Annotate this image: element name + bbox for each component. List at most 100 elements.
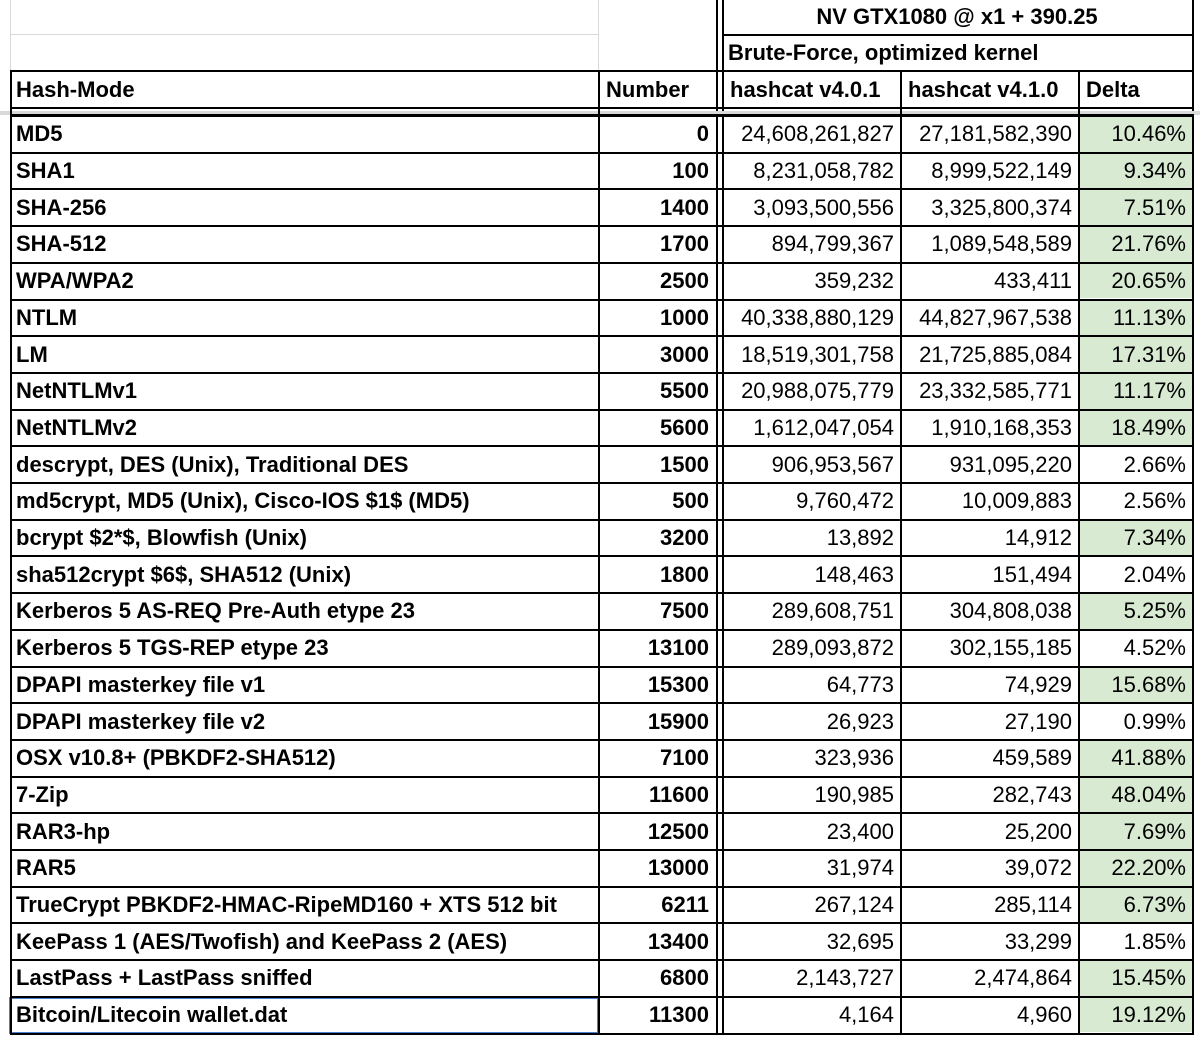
v410-cell[interactable]: 39,072	[1004, 855, 1072, 881]
name-cell[interactable]: DPAPI masterkey file v1	[16, 671, 266, 697]
v410-cell[interactable]: 23,332,585,771	[919, 378, 1072, 404]
number-cell[interactable]: 15300	[647, 671, 709, 697]
v401-cell[interactable]: 289,608,751	[771, 598, 894, 624]
name-cell[interactable]: NetNTLMv2	[16, 414, 138, 440]
number-cell[interactable]: 11600	[649, 781, 709, 807]
v401-cell[interactable]: 3,093,500,556	[753, 194, 894, 220]
number-cell[interactable]: 6211	[661, 892, 709, 918]
mode-header[interactable]: Brute-Force, optimized kernel	[728, 40, 1039, 65]
number-cell[interactable]: 100	[672, 158, 709, 184]
delta-cell[interactable]: 17.31%	[1080, 337, 1192, 372]
number-cell[interactable]: 11300	[649, 1002, 709, 1028]
delta-cell[interactable]: 0.99%	[1123, 708, 1186, 734]
v401-cell[interactable]: 26,923	[826, 708, 894, 734]
name-cell[interactable]: SHA1	[16, 158, 75, 184]
delta-cell[interactable]: 1.85%	[1123, 928, 1186, 954]
v410-cell[interactable]: 151,494	[992, 561, 1072, 587]
v410-cell[interactable]: 1,910,168,353	[931, 414, 1072, 440]
v410-cell[interactable]: 3,325,800,374	[931, 194, 1072, 220]
name-cell[interactable]: SHA-512	[16, 231, 107, 257]
number-cell[interactable]: 1000	[660, 304, 709, 330]
v401-cell[interactable]: 9,760,472	[796, 488, 894, 514]
v410-header[interactable]: hashcat v4.1.0	[908, 77, 1059, 102]
delta-cell[interactable]: 48.04%	[1080, 777, 1192, 813]
number-cell[interactable]: 2500	[660, 268, 709, 294]
number-cell[interactable]: 1500	[660, 451, 709, 477]
number-cell[interactable]: 6800	[660, 965, 709, 991]
v410-cell[interactable]: 2,474,864	[974, 965, 1072, 991]
v401-cell[interactable]: 267,124	[814, 892, 894, 918]
name-cell[interactable]: NetNTLMv1	[16, 378, 138, 404]
v401-cell[interactable]: 323,936	[814, 745, 894, 771]
v401-cell[interactable]: 32,695	[826, 928, 894, 954]
number-cell[interactable]: 1400	[660, 194, 709, 220]
delta-cell[interactable]: 15.45%	[1080, 961, 1192, 996]
v410-cell[interactable]: 8,999,522,149	[931, 158, 1072, 184]
name-cell[interactable]: Kerberos 5 TGS-REP etype 23	[16, 635, 329, 661]
delta-cell[interactable]: 4.52%	[1123, 635, 1186, 661]
v410-cell[interactable]: 25,200	[1004, 818, 1072, 844]
delta-cell[interactable]: 20.65%	[1080, 263, 1192, 299]
delta-cell[interactable]: 5.25%	[1080, 594, 1192, 629]
v401-cell[interactable]: 906,953,567	[771, 451, 894, 477]
delta-cell[interactable]: 7.34%	[1080, 520, 1192, 556]
v410-cell[interactable]: 433,411	[994, 268, 1072, 294]
v410-cell[interactable]: 44,827,967,538	[919, 304, 1072, 330]
number-cell[interactable]: 13100	[647, 635, 709, 661]
name-cell[interactable]: RAR3-hp	[16, 818, 111, 844]
delta-cell[interactable]: 6.73%	[1080, 887, 1192, 923]
name-cell[interactable]: NTLM	[16, 304, 78, 330]
number-cell[interactable]: 13000	[647, 855, 709, 881]
name-cell[interactable]: LM	[16, 341, 48, 367]
v410-cell[interactable]: 27,181,582,390	[919, 121, 1072, 147]
v410-cell[interactable]: 14,912	[1004, 525, 1072, 551]
delta-cell[interactable]: 15.68%	[1080, 667, 1192, 703]
number-cell[interactable]: 5500	[660, 378, 709, 404]
delta-cell[interactable]: 18.49%	[1080, 410, 1192, 446]
name-cell[interactable]: OSX v10.8+ (PBKDF2-SHA512)	[16, 745, 336, 771]
v401-cell[interactable]: 289,093,872	[771, 635, 894, 661]
v410-cell[interactable]: 33,299	[1004, 928, 1072, 954]
v401-cell[interactable]: 18,519,301,758	[741, 341, 894, 367]
number-cell[interactable]: 1700	[660, 231, 709, 257]
number-header[interactable]: Number	[606, 77, 690, 102]
v401-cell[interactable]: 2,143,727	[796, 965, 894, 991]
name-cell[interactable]: LastPass + LastPass sniffed	[16, 965, 313, 991]
v401-header[interactable]: hashcat v4.0.1	[730, 77, 881, 102]
name-cell[interactable]: Bitcoin/Litecoin wallet.dat	[16, 1002, 288, 1028]
delta-cell[interactable]: 2.04%	[1123, 561, 1186, 587]
name-cell[interactable]: bcrypt $2*$, Blowfish (Unix)	[16, 525, 307, 551]
number-cell[interactable]: 0	[696, 121, 709, 147]
delta-cell[interactable]: 10.46%	[1080, 117, 1192, 152]
delta-cell[interactable]: 21.76%	[1080, 227, 1192, 262]
number-cell[interactable]: 13400	[647, 928, 709, 954]
delta-header[interactable]: Delta	[1086, 77, 1140, 102]
v410-cell[interactable]: 10,009,883	[961, 488, 1072, 514]
v401-cell[interactable]: 64,773	[826, 671, 894, 697]
gpu-header[interactable]: NV GTX1080 @ x1 + 390.25	[816, 4, 1098, 29]
number-cell[interactable]: 3200	[660, 525, 709, 551]
name-cell[interactable]: TrueCrypt PBKDF2-HMAC-RipeMD160 + XTS 51…	[16, 892, 557, 918]
v401-cell[interactable]: 23,400	[826, 818, 894, 844]
number-cell[interactable]: 5600	[660, 414, 709, 440]
hash-mode-header[interactable]: Hash-Mode	[16, 77, 135, 102]
number-cell[interactable]: 500	[672, 488, 709, 514]
v410-cell[interactable]: 74,929	[1004, 671, 1072, 697]
name-cell[interactable]: WPA/WPA2	[16, 268, 134, 294]
number-cell[interactable]: 7100	[660, 745, 709, 771]
name-cell[interactable]: Kerberos 5 AS-REQ Pre-Auth etype 23	[16, 598, 415, 624]
delta-cell[interactable]: 11.13%	[1080, 300, 1192, 336]
name-cell[interactable]: sha512crypt $6$, SHA512 (Unix)	[16, 561, 352, 587]
delta-cell[interactable]: 19.12%	[1080, 997, 1192, 1033]
delta-cell[interactable]: 7.69%	[1080, 814, 1192, 849]
name-cell[interactable]: MD5	[16, 121, 63, 147]
v410-cell[interactable]: 21,725,885,084	[919, 341, 1072, 367]
number-cell[interactable]: 7500	[660, 598, 709, 624]
name-cell[interactable]: 7-Zip	[16, 781, 69, 807]
v401-cell[interactable]: 8,231,058,782	[753, 158, 894, 184]
name-cell[interactable]: RAR5	[16, 855, 76, 881]
v410-cell[interactable]: 459,589	[992, 745, 1072, 771]
name-cell[interactable]: descrypt, DES (Unix), Traditional DES	[16, 451, 409, 477]
v401-cell[interactable]: 31,974	[826, 855, 894, 881]
number-cell[interactable]: 3000	[660, 341, 709, 367]
